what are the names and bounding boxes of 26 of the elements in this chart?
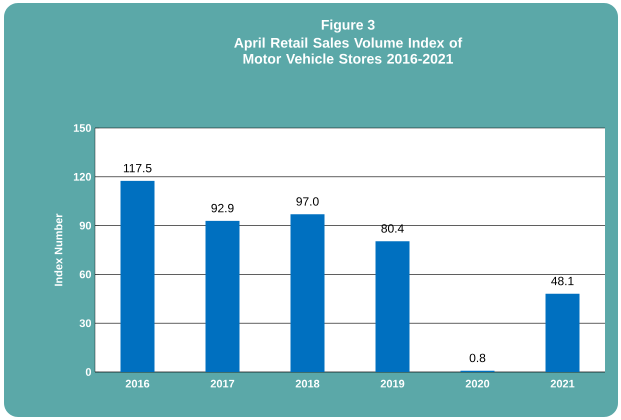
y-tick-label: 30	[80, 319, 92, 328]
bar	[206, 220, 240, 372]
chart-title: Figure 3	[322, 20, 375, 33]
bar	[376, 241, 410, 372]
x-tick-label: 2016	[126, 380, 150, 388]
bar	[290, 214, 325, 372]
data-label: 92.9	[211, 204, 234, 212]
bar	[546, 294, 580, 372]
y-tick-label: 60	[80, 270, 92, 278]
x-tick-label: 2017	[210, 380, 234, 388]
x-tick-label: 2018	[296, 380, 320, 388]
data-label: 97.0	[296, 197, 319, 206]
x-tick-label: 2021	[550, 380, 574, 388]
y-tick-label: 0	[86, 368, 92, 376]
y-tick-label: 120	[74, 172, 92, 181]
bar	[120, 180, 155, 372]
y-axis-title: Index Number	[54, 214, 62, 286]
data-label: 48.1	[551, 276, 574, 286]
data-label: 80.4	[381, 224, 404, 233]
data-label: 117.5	[124, 164, 152, 172]
y-tick-label: 90	[80, 222, 92, 230]
y-tick-label: 150	[74, 124, 92, 132]
chart-subtitle: April Retail Sales Volume Index of Motor Vehicle Stores 2016-2021	[234, 38, 462, 64]
x-tick-label: 2019	[380, 380, 404, 388]
x-tick-label: 2020	[466, 380, 490, 388]
data-label: 0.8	[470, 354, 486, 362]
